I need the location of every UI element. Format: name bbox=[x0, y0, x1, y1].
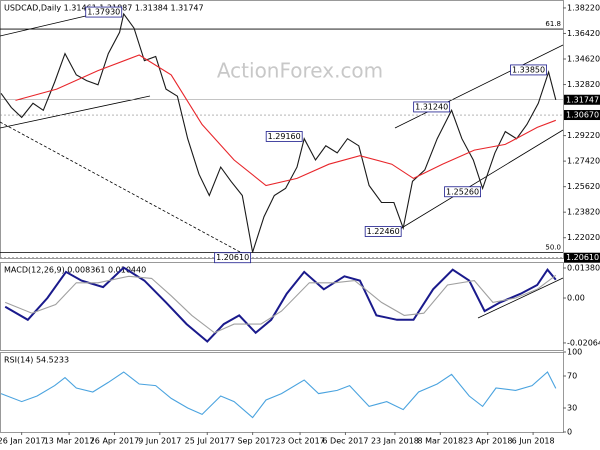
rsi-panel bbox=[0, 352, 564, 433]
price-tag bbox=[564, 94, 600, 105]
x-tick-label: 26 Jan 2017 bbox=[0, 437, 46, 446]
panel-title: MACD(12,26,9) 0.008361 0.010440 bbox=[4, 266, 146, 275]
y-tick-label: 100 bbox=[567, 348, 582, 357]
annotation-label: 1.31240 bbox=[415, 102, 448, 111]
y-tick-label: 1.27420 bbox=[567, 157, 600, 166]
series-line bbox=[0, 371, 557, 419]
annotation-label: 1.37930 bbox=[87, 8, 120, 17]
y-tick-label: 0.013802 bbox=[567, 263, 600, 272]
x-tick-label: 8 Mar 2018 bbox=[417, 437, 463, 446]
y-tick-label: 70 bbox=[567, 372, 577, 381]
y-tick-label: 0 bbox=[567, 428, 572, 437]
y-tick-label: 0.00 bbox=[567, 294, 585, 303]
price-tag-label: 1.30670 bbox=[566, 111, 599, 120]
series-line bbox=[4, 274, 557, 334]
y-tick-label: 1.23820 bbox=[567, 208, 600, 217]
price-tag bbox=[564, 252, 600, 263]
x-tick-label: 23 Jan 2018 bbox=[371, 437, 419, 446]
trend-line bbox=[0, 95, 151, 129]
annotation-box bbox=[364, 226, 402, 237]
annotation-label: 1.25260 bbox=[446, 187, 479, 196]
watermark: ActionForex.com bbox=[217, 59, 383, 83]
x-tick-label: 9 Jun 2017 bbox=[138, 437, 181, 446]
annotation-box bbox=[265, 131, 303, 142]
x-tick-label: 23 Apr 2018 bbox=[463, 437, 512, 446]
annotation-label: 1.33850 bbox=[512, 65, 545, 74]
annotation-box bbox=[444, 186, 481, 198]
fib-label: 61.8 bbox=[545, 20, 561, 28]
series-line bbox=[0, 12, 557, 253]
price-panel bbox=[0, 0, 564, 259]
price-tag-label: 1.31747 bbox=[566, 95, 599, 104]
y-tick-label: 30 bbox=[567, 404, 577, 413]
annotation-label: 1.22460 bbox=[367, 227, 400, 236]
price-tag bbox=[564, 110, 600, 121]
x-tick-label: 6 Jun 2018 bbox=[512, 437, 555, 446]
macd-panel bbox=[0, 262, 564, 351]
y-tick-label: 1.36420 bbox=[567, 29, 600, 38]
price-tag-label: 1.20610 bbox=[566, 253, 599, 262]
fib-label: 50.0 bbox=[545, 244, 561, 252]
x-tick-label: 26 Apr 2017 bbox=[90, 437, 139, 446]
x-tick-label: 13 Mar 2017 bbox=[44, 437, 95, 446]
trend-line bbox=[0, 121, 241, 253]
y-tick-label: -0.020648 bbox=[567, 338, 600, 347]
annotation-label: 1.29160 bbox=[268, 132, 301, 141]
panel-title: RSI(14) 54.5233 bbox=[4, 356, 69, 365]
y-tick-label: 1.29220 bbox=[567, 131, 600, 140]
x-tick-label: 6 Dec 2017 bbox=[322, 437, 368, 446]
annotation-label: 1.20610 bbox=[216, 253, 249, 262]
series-line bbox=[4, 266, 557, 343]
y-tick-label: 1.34620 bbox=[567, 55, 600, 64]
y-tick-label: 1.25620 bbox=[567, 182, 600, 191]
y-tick-label: 1.22020 bbox=[567, 233, 600, 242]
trend-line bbox=[477, 277, 564, 319]
trend-line bbox=[394, 44, 564, 129]
annotation-box bbox=[413, 101, 451, 113]
y-tick-label: 1.38220 bbox=[567, 3, 600, 12]
y-tick-label: 1.32820 bbox=[567, 80, 600, 89]
x-tick-label: 7 Sep 2017 bbox=[230, 437, 276, 446]
trend-line bbox=[394, 129, 564, 233]
annotation-box bbox=[510, 64, 547, 76]
series-line bbox=[15, 54, 556, 187]
annotation-box bbox=[214, 252, 252, 264]
x-tick-label: 23 Oct 2017 bbox=[275, 437, 324, 446]
x-tick-label: 25 Jul 2017 bbox=[185, 437, 230, 446]
annotation-box bbox=[85, 6, 123, 18]
